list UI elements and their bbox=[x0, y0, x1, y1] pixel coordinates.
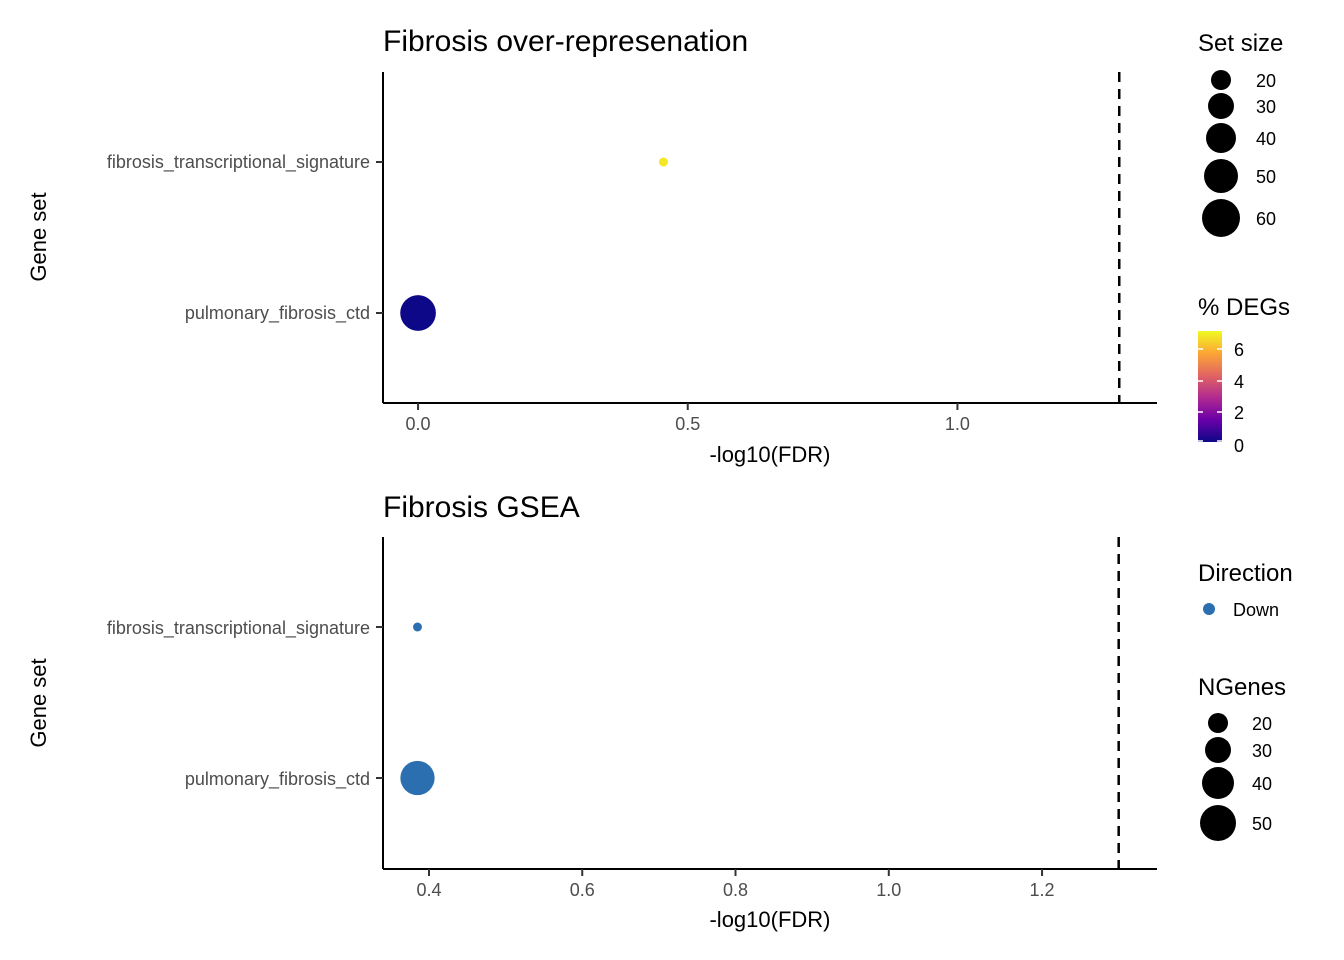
panel1-category-label: pulmonary_fibrosis_ctd bbox=[185, 303, 370, 324]
panel2-x-tick-label: 1.0 bbox=[876, 880, 901, 900]
set-size-legend-label: 40 bbox=[1256, 129, 1276, 149]
panel1-x-tick-label: 0.5 bbox=[675, 414, 700, 434]
direction-legend: Direction Down bbox=[1198, 560, 1293, 620]
panel2-category-label: pulmonary_fibrosis_ctd bbox=[185, 769, 370, 790]
panel1-y-categories: fibrosis_transcriptional_signature pulmo… bbox=[107, 152, 383, 324]
ngenes-legend-label: 30 bbox=[1252, 741, 1272, 761]
panel1-x-tick-label: 1.0 bbox=[945, 414, 970, 434]
panel2-x-ticks: 0.4 0.6 0.8 1.0 1.2 bbox=[416, 869, 1055, 900]
panel2-title: Fibrosis GSEA bbox=[383, 491, 580, 524]
set-size-legend-label: 60 bbox=[1256, 209, 1276, 229]
ngenes-legend-key bbox=[1205, 737, 1231, 763]
panel2-category-label: fibrosis_transcriptional_signature bbox=[107, 618, 370, 639]
panel1-x-axis-title: -log10(FDR) bbox=[709, 442, 830, 467]
ngenes-legend-key bbox=[1208, 713, 1228, 733]
set-size-legend-label: 30 bbox=[1256, 97, 1276, 117]
panel2-x-tick-label: 0.8 bbox=[723, 880, 748, 900]
set-size-legend-label: 50 bbox=[1256, 167, 1276, 187]
set-size-legend-key bbox=[1206, 123, 1236, 153]
set-size-legend-label: 20 bbox=[1256, 71, 1276, 91]
panel2-point-fibrosis-transcriptional-signature bbox=[413, 622, 422, 632]
panel-gsea: Fibrosis GSEA Gene set -log10(FDR) fibro… bbox=[26, 491, 1157, 932]
set-size-legend-key bbox=[1211, 70, 1231, 90]
ngenes-legend-key bbox=[1200, 805, 1236, 841]
panel1-y-axis-title: Gene set bbox=[26, 192, 51, 281]
panel-over-representation: Fibrosis over-represenation Gene set -lo… bbox=[26, 25, 1157, 467]
panel1-x-tick-label: 0.0 bbox=[406, 414, 431, 434]
direction-legend-title: Direction bbox=[1198, 560, 1293, 587]
panel2-x-tick-label: 1.2 bbox=[1030, 880, 1055, 900]
panel2-y-axis-title: Gene set bbox=[26, 658, 51, 747]
panel1-points bbox=[400, 157, 668, 331]
direction-legend-label: Down bbox=[1233, 600, 1279, 620]
ngenes-legend-label: 40 bbox=[1252, 774, 1272, 794]
ngenes-legend-label: 50 bbox=[1252, 814, 1272, 834]
ngenes-legend-key bbox=[1202, 767, 1234, 799]
panel1-x-ticks: 0.0 0.5 1.0 bbox=[406, 403, 970, 434]
set-size-legend-key bbox=[1202, 199, 1240, 237]
panel2-y-categories: fibrosis_transcriptional_signature pulmo… bbox=[107, 618, 383, 790]
panel1-title: Fibrosis over-represenation bbox=[383, 25, 748, 58]
pct-degs-legend: % DEGs 6 4 2 0 bbox=[1198, 294, 1290, 456]
direction-legend-key bbox=[1203, 603, 1215, 615]
ngenes-legend-label: 20 bbox=[1252, 714, 1272, 734]
ngenes-legend-title: NGenes bbox=[1198, 674, 1286, 701]
pct-degs-colorbar bbox=[1198, 331, 1222, 442]
set-size-legend-title: Set size bbox=[1198, 30, 1283, 57]
set-size-legend: Set size 20 30 40 50 60 bbox=[1198, 30, 1283, 237]
panel2-x-tick-label: 0.4 bbox=[416, 880, 441, 900]
pct-degs-legend-label: 4 bbox=[1234, 372, 1244, 392]
set-size-legend-key bbox=[1204, 159, 1238, 193]
panel2-point-pulmonary-fibrosis-ctd bbox=[400, 760, 435, 796]
pct-degs-legend-label: 6 bbox=[1234, 340, 1244, 360]
pct-degs-legend-title: % DEGs bbox=[1198, 294, 1290, 321]
panel1-point-fibrosis-transcriptional-signature bbox=[659, 157, 668, 167]
panel1-point-pulmonary-fibrosis-ctd bbox=[400, 295, 436, 331]
panel2-x-axis-title: -log10(FDR) bbox=[709, 907, 830, 932]
ngenes-legend: NGenes 20 30 40 50 bbox=[1198, 674, 1286, 841]
panel2-points bbox=[400, 622, 435, 796]
panel1-category-label: fibrosis_transcriptional_signature bbox=[107, 152, 370, 173]
pct-degs-legend-label: 0 bbox=[1234, 436, 1244, 456]
set-size-legend-key bbox=[1208, 93, 1234, 119]
pct-degs-legend-label: 2 bbox=[1234, 403, 1244, 423]
panel2-x-tick-label: 0.6 bbox=[570, 880, 595, 900]
